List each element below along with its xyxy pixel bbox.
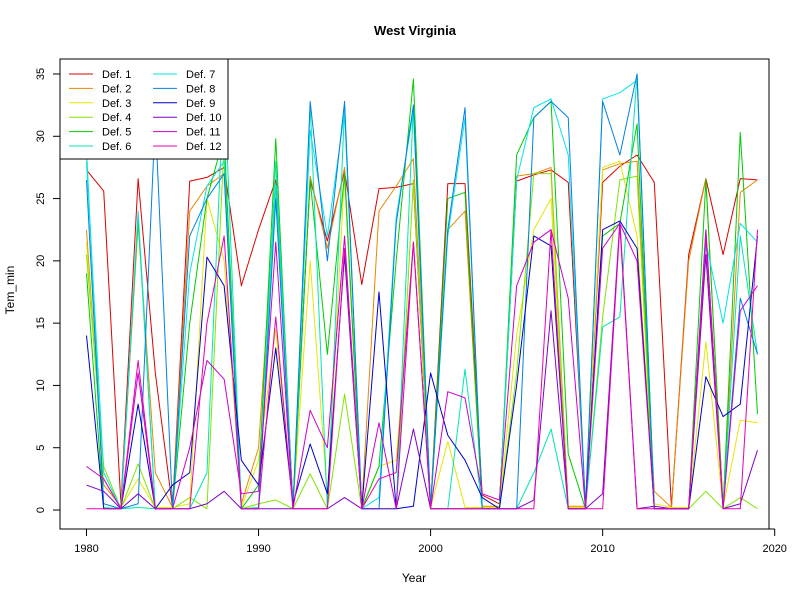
x-tick-label: 1990: [246, 543, 270, 555]
y-tick-label: 10: [35, 379, 47, 391]
chart-title: West Virginia: [374, 23, 457, 38]
y-tick-label: 0: [35, 507, 47, 513]
x-tick-label: 2010: [590, 543, 614, 555]
y-tick-label: 20: [35, 255, 47, 267]
series-line-def-4: [86, 142, 758, 510]
x-tick-label: 1980: [74, 543, 98, 555]
y-tick-label: 30: [35, 130, 47, 142]
legend-label: Def. 8: [186, 83, 215, 95]
x-axis-label: Year: [402, 571, 426, 585]
series-line-def-12: [86, 225, 758, 510]
y-tick-label: 35: [35, 68, 47, 80]
series-line-def-11: [86, 222, 758, 510]
legend-label: Def. 3: [102, 98, 131, 110]
legend: Def. 1 Def. 2 Def. 3 Def. 4 Def. 5 Def. 6 Def.…: [59, 58, 229, 160]
series-lines: [86, 73, 758, 510]
series-line-def-9: [86, 220, 758, 510]
series-line-def-10: [86, 220, 758, 510]
legend-label: Def. 5: [102, 127, 131, 139]
legend-label: Def. 12: [186, 141, 221, 153]
legend-label: Def. 1: [102, 69, 131, 81]
y-tick-label: 5: [35, 445, 47, 451]
legend-label: Def. 9: [186, 98, 215, 110]
x-tick-label: 2020: [762, 543, 786, 555]
legend-label: Def. 11: [186, 127, 221, 139]
legend-label: Def. 6: [102, 141, 131, 153]
legend-label: Def. 7: [186, 69, 215, 81]
legend-box: [59, 58, 229, 160]
y-tick-label: 25: [35, 192, 47, 204]
legend-label: Def. 10: [186, 112, 221, 124]
x-tick-label: 2000: [418, 543, 442, 555]
legend-label: Def. 2: [102, 83, 131, 95]
y-tick-label: 15: [35, 317, 47, 329]
series-line-def-8: [86, 73, 758, 510]
legend-label: Def. 4: [102, 112, 131, 124]
series-line-def-5: [86, 78, 758, 510]
x-axis: 1980 1990 2000 2010 2020: [74, 528, 787, 555]
y-axis-label: Tem_min: [3, 266, 17, 315]
y-axis: 0 5 10 15 20 25 30 35: [35, 68, 61, 513]
